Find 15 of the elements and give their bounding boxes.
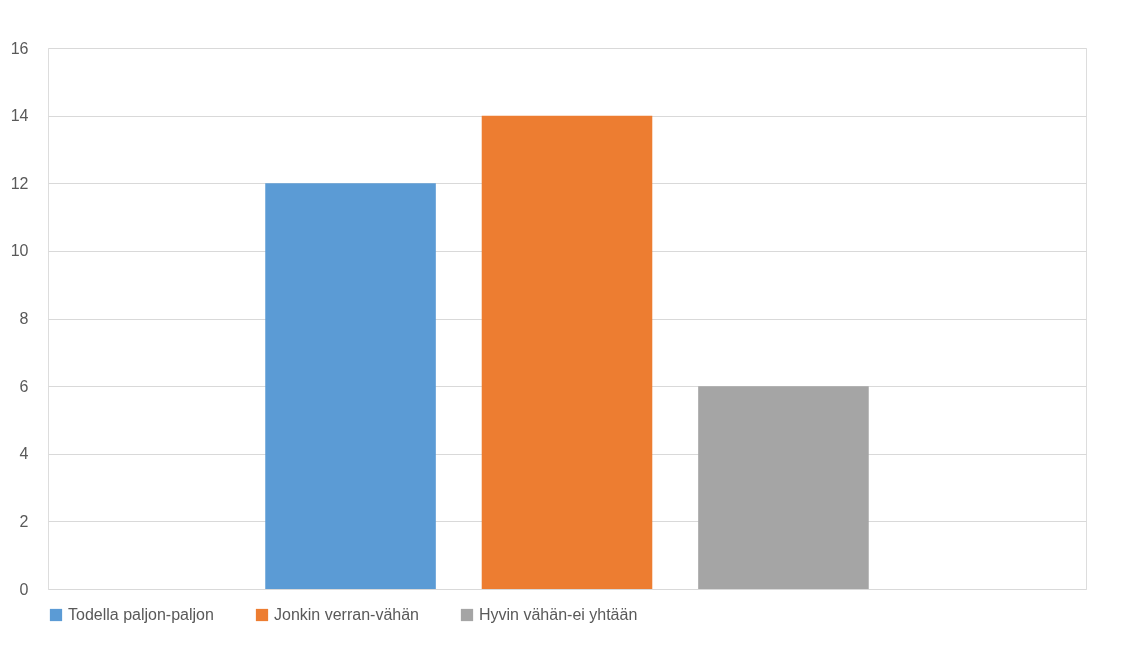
y-tick-label: 10 (10, 242, 29, 260)
legend-label: Hyvin vähän-ei yhtään (479, 606, 638, 623)
bar (481, 115, 653, 589)
y-tick-label: 2 (19, 512, 29, 530)
bar (265, 183, 436, 589)
y-tick-label: 12 (10, 174, 29, 192)
legend-label: Todella paljon-paljon (68, 606, 214, 623)
legend-label: Jonkin verran-vähän (274, 606, 419, 623)
y-tick-label: 16 (10, 39, 29, 57)
y-tick-label: 4 (19, 445, 29, 463)
y-tick-label: 0 (19, 580, 29, 598)
y-tick-label: 8 (19, 310, 29, 327)
bar (698, 386, 869, 589)
y-tick-label: 14 (10, 107, 29, 125)
y-tick-label: 6 (19, 377, 29, 395)
